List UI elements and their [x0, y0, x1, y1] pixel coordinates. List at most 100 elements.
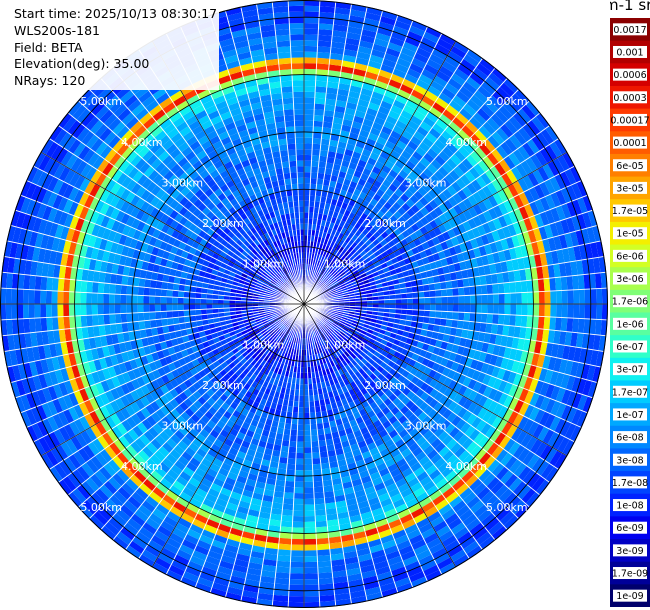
ppi-cell	[341, 366, 348, 374]
ppi-cell	[304, 452, 313, 459]
ppi-cell	[429, 579, 448, 593]
ppi-cell	[347, 329, 354, 336]
ppi-cell	[328, 536, 342, 544]
ppi-cell	[440, 341, 449, 351]
ppi-cell	[205, 555, 221, 566]
ppi-cell	[333, 489, 345, 497]
ppi-cell	[311, 331, 315, 338]
ppi-cell	[304, 447, 312, 454]
ppi-cell	[288, 17, 304, 24]
ppi-cell	[444, 326, 452, 336]
ppi-cell	[433, 401, 444, 413]
ppi-cell	[443, 397, 454, 409]
ppi-cell	[339, 434, 349, 443]
ppi-cell	[320, 326, 326, 332]
ppi-cell	[354, 536, 368, 546]
ppi-cell	[590, 304, 597, 320]
ppi-cell	[330, 558, 346, 567]
ppi-cell	[160, 304, 167, 312]
ppi-cell	[470, 500, 485, 514]
ppi-cell	[307, 372, 312, 379]
ppi-cell	[0, 368, 5, 386]
ppi-cell	[263, 489, 275, 497]
ppi-cell	[290, 330, 294, 337]
ppi-cell	[465, 474, 479, 488]
ppi-cell	[290, 51, 304, 58]
ppi-cell	[483, 332, 491, 344]
ppi-cell	[327, 348, 333, 356]
ppi-cell	[23, 318, 31, 334]
ppi-cell	[509, 314, 516, 327]
ppi-cell	[473, 350, 482, 361]
ppi-cell	[469, 478, 483, 492]
ppi-cell	[278, 356, 284, 363]
ppi-cell	[576, 378, 587, 395]
ppi-cell	[368, 365, 377, 373]
ppi-cell	[498, 435, 511, 449]
ppi-cell	[108, 293, 115, 304]
ppi-cell	[288, 11, 304, 18]
ppi-cell	[295, 383, 300, 390]
ppi-cell	[160, 296, 167, 304]
ppi-cell	[334, 318, 341, 323]
ppi-cell	[344, 427, 354, 435]
ppi-cell	[508, 397, 519, 411]
ppi-cell	[596, 304, 603, 320]
ppi-cell	[453, 382, 463, 393]
ppi-cell	[405, 399, 415, 410]
ppi-cell	[256, 421, 266, 430]
ppi-cell	[419, 475, 433, 487]
ppi-cell	[189, 298, 196, 304]
ppi-cell	[534, 380, 545, 395]
ppi-cell	[370, 354, 379, 362]
ppi-cell	[0, 222, 5, 240]
ppi-cell	[362, 480, 374, 490]
ppi-cell	[288, 601, 304, 608]
ppi-cell	[330, 472, 341, 480]
ppi-cell	[320, 404, 327, 412]
ppi-cell	[528, 406, 540, 422]
ppi-cell	[317, 434, 326, 441]
ppi-cell	[222, 549, 238, 559]
ppi-cell	[462, 513, 478, 527]
ppi-cell	[275, 34, 291, 42]
ppi-cell	[80, 292, 87, 304]
ppi-cell	[206, 304, 213, 310]
ppi-cell	[338, 355, 345, 362]
ppi-cell	[336, 424, 345, 432]
ppi-cell	[476, 486, 491, 501]
ppi-cell	[517, 465, 532, 481]
ppi-cell	[429, 422, 441, 434]
ppi-cell	[483, 455, 496, 470]
ppi-cell	[339, 411, 348, 419]
ppi-cell	[405, 314, 413, 322]
ppi-cell	[304, 34, 319, 41]
ppi-cell	[396, 539, 412, 551]
ppi-cell	[63, 304, 70, 317]
ppi-cell	[479, 535, 496, 550]
ppi-cell	[330, 332, 337, 339]
ppi-cell	[289, 28, 304, 35]
ppi-cell	[452, 478, 466, 492]
ppi-cell	[423, 310, 431, 318]
ppi-cell	[439, 318, 447, 327]
ppi-cell	[246, 514, 259, 523]
ppi-cell	[313, 492, 325, 499]
ppi-cell	[544, 304, 551, 317]
ppi-cell	[304, 74, 317, 81]
ppi-cell	[97, 282, 105, 294]
ppi-cell	[466, 545, 483, 559]
ppi-cell	[350, 473, 361, 482]
ppi-cell	[304, 367, 308, 373]
ppi-cell	[438, 325, 446, 334]
ppi-cell	[534, 394, 545, 409]
ppi-cell	[338, 517, 351, 525]
ppi-cell	[316, 315, 322, 321]
ppi-cell	[330, 425, 339, 434]
ppi-cell	[144, 320, 152, 330]
ppi-cell	[469, 522, 485, 537]
ppi-cell	[560, 373, 570, 390]
ppi-cell	[589, 319, 597, 335]
ppi-cell	[388, 415, 398, 425]
ppi-cell	[400, 309, 408, 315]
